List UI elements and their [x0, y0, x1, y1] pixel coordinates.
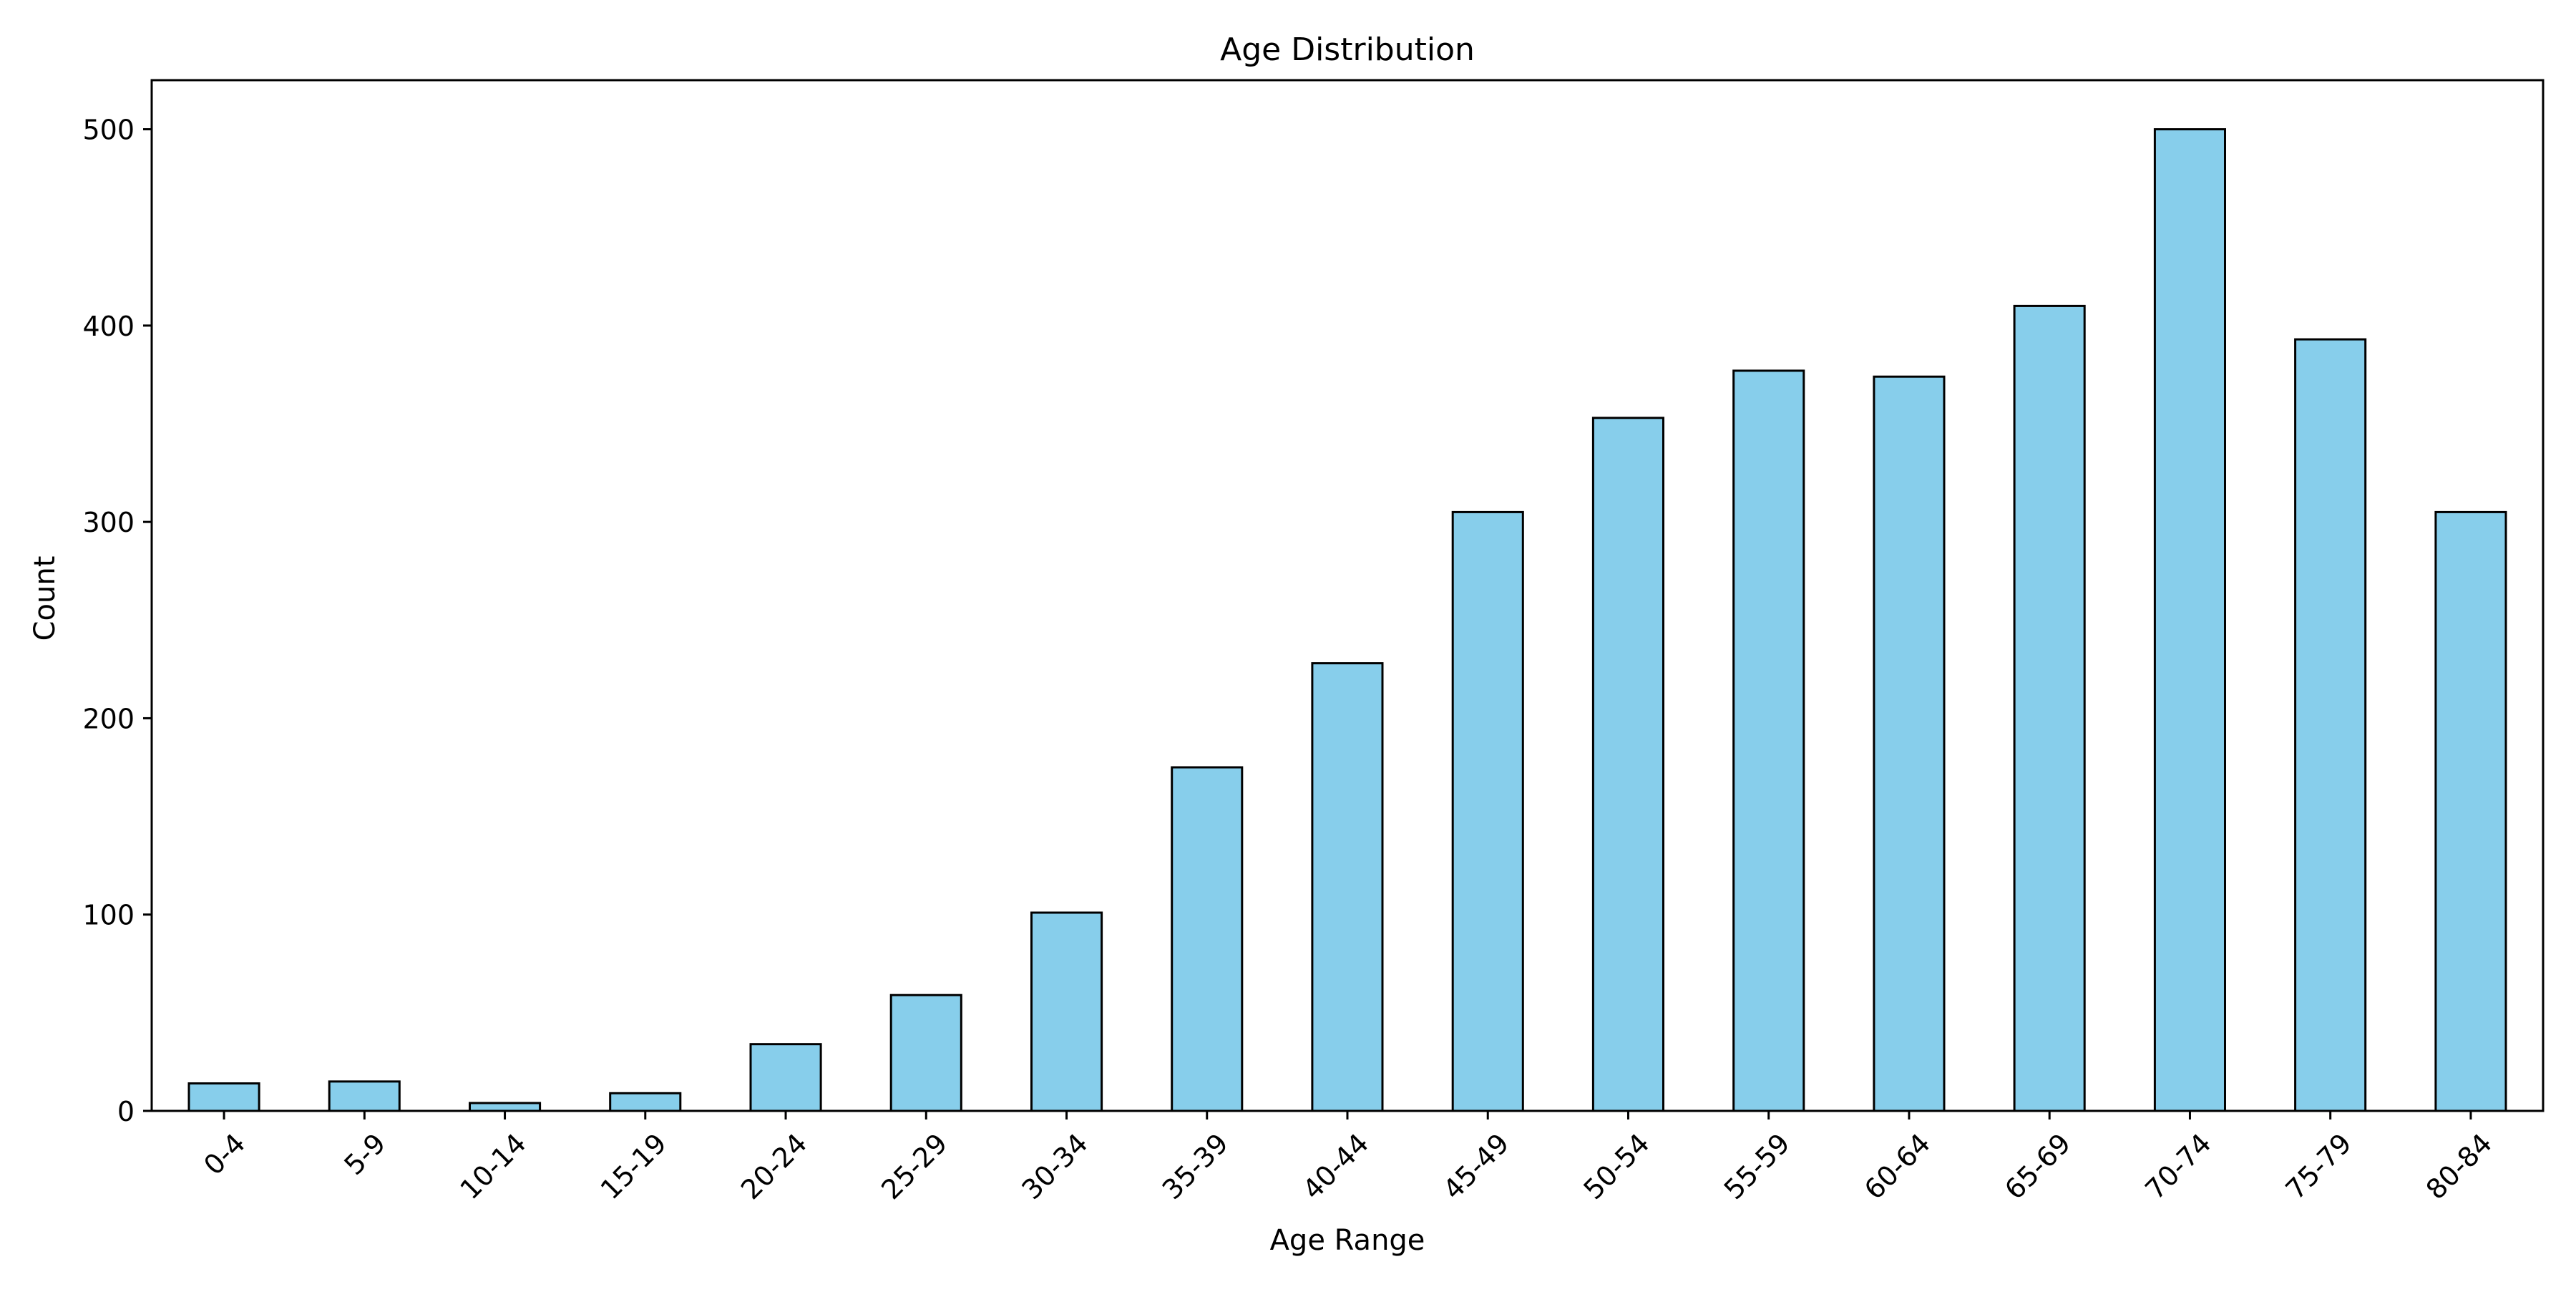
- bar-20-24: [749, 1043, 822, 1112]
- bar-70-74: [2153, 128, 2226, 1112]
- bar-60-64: [1873, 375, 1946, 1112]
- bar-15-19: [609, 1092, 682, 1112]
- x-tick-label: 10-14: [454, 1127, 532, 1205]
- x-tick-label: 70-74: [2139, 1127, 2217, 1205]
- x-tick-label: 35-39: [1156, 1127, 1234, 1205]
- bar-65-69: [2013, 304, 2086, 1112]
- y-axis: 0 100 200 300 400 500: [82, 115, 152, 1127]
- bar-25-29: [889, 994, 962, 1112]
- bars-layer: [187, 128, 2507, 1112]
- y-tick-label: 500: [82, 115, 135, 146]
- y-axis-label: Count: [29, 556, 62, 641]
- x-tick-label: 20-24: [735, 1127, 813, 1205]
- x-tick-label: 30-34: [1015, 1127, 1093, 1205]
- bar-5-9: [328, 1080, 401, 1112]
- chart-title: Age Distribution: [1220, 31, 1475, 68]
- x-tick-label: 40-44: [1297, 1127, 1375, 1205]
- x-tick-label: 25-29: [875, 1127, 953, 1205]
- bar-0-4: [187, 1082, 260, 1112]
- x-tick-label: 55-59: [1718, 1127, 1796, 1205]
- x-axis: 0-4 5-9 10-14 15-19 20-24 25-29 30-34 35-39 40-4…: [197, 1111, 2498, 1205]
- x-tick-label: 75-79: [2280, 1127, 2358, 1205]
- bar-80-84: [2434, 510, 2507, 1112]
- bar-30-34: [1030, 911, 1103, 1112]
- plot-frame: [150, 79, 2545, 1112]
- y-tick-label: 200: [82, 703, 135, 734]
- x-tick-label: 50-54: [1577, 1127, 1655, 1205]
- y-tick-label: 100: [82, 900, 135, 931]
- y-tick-label: 0: [117, 1096, 135, 1127]
- y-tick-label: 400: [82, 311, 135, 342]
- bar-40-44: [1311, 662, 1384, 1112]
- x-tick-label: 80-84: [2420, 1127, 2498, 1205]
- x-tick-label: 5-9: [338, 1127, 391, 1181]
- bar-10-14: [469, 1102, 542, 1112]
- x-axis-label: Age Range: [1270, 1224, 1425, 1257]
- bar-50-54: [1591, 417, 1664, 1112]
- y-tick-label: 300: [82, 507, 135, 538]
- x-tick-label: 15-19: [595, 1127, 673, 1205]
- x-tick-label: 45-49: [1437, 1127, 1515, 1205]
- bar-55-59: [1732, 369, 1805, 1112]
- bar-45-49: [1451, 510, 1524, 1112]
- x-tick-label: 60-64: [1858, 1127, 1936, 1205]
- bar-75-79: [2294, 338, 2367, 1112]
- x-tick-label: 65-69: [1999, 1127, 2077, 1205]
- x-tick-label: 0-4: [197, 1127, 251, 1181]
- bar-35-39: [1171, 766, 1244, 1112]
